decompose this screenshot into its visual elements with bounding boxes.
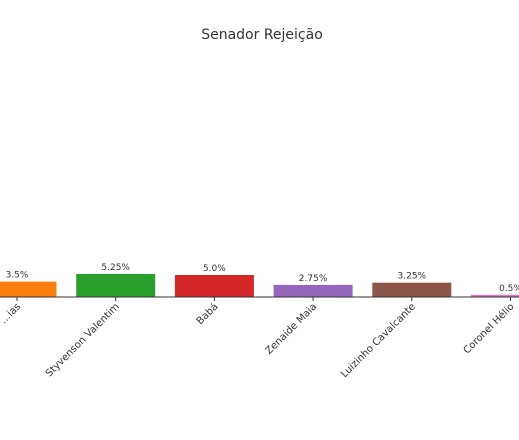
x-tick-label: Babá	[194, 301, 220, 327]
bar-value-label: 3.25%	[398, 272, 427, 282]
chart-title: Senador Rejeição	[201, 27, 323, 43]
bars-group: 3.5% 5.25% 5.0% 2.75% 3.25% 0.5%	[0, 263, 519, 297]
bar	[273, 284, 353, 297]
bar	[174, 275, 254, 297]
bar-value-label: 5.25%	[101, 263, 130, 273]
x-tick-label: …ias	[0, 301, 23, 326]
x-tick-label: Zenaide Maia	[264, 301, 320, 357]
bar-value-label: 3.5%	[6, 271, 29, 281]
bar-value-label: 2.75%	[299, 274, 328, 284]
x-tick-label: Coronel Hélio	[461, 301, 517, 357]
bar	[0, 281, 57, 297]
bar	[372, 282, 452, 297]
x-tick-label: Styvenson Valentim	[44, 301, 122, 379]
bar	[471, 294, 519, 297]
x-ticks-group: …ias Styvenson Valentim Babá Zenaide Maia Lu…	[0, 297, 517, 380]
bar-value-label: 0.5%	[499, 284, 519, 294]
bar-value-label: 5.0%	[203, 264, 226, 274]
x-tick-label: Luizinho Cavalcante	[339, 301, 418, 380]
bar	[76, 273, 156, 297]
